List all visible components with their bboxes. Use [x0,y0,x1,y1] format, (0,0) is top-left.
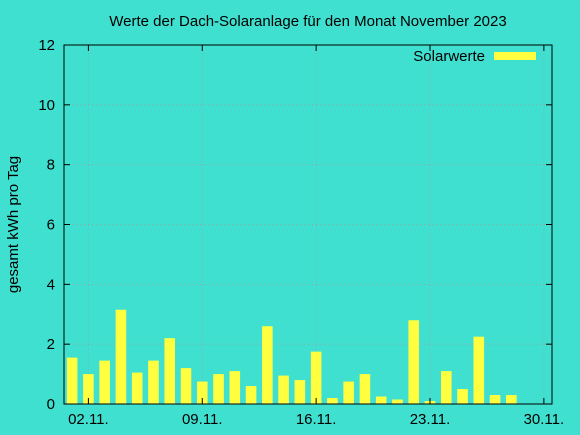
bar [506,395,517,404]
y-tick-label: 8 [47,157,55,174]
bar [392,399,403,404]
grid [64,45,552,404]
legend: Solarwerte [413,48,536,65]
x-tick-label: 09.11. [182,411,223,428]
bar [229,371,241,404]
legend-label: Solarwerte [413,48,485,65]
bar [131,372,143,404]
bar [310,351,322,404]
bar [473,336,485,404]
bar [213,374,224,404]
x-tick-label: 16.11. [296,411,337,428]
x-axis-ticks: 02.11. 09.11. 16.11. 23.11. 30.11. [68,45,564,428]
y-axis-ticks: 0 2 4 6 8 10 12 [38,37,552,413]
bar [457,389,468,404]
y-axis-label: gesamt kWh pro Tag [5,156,22,293]
bar [262,326,273,404]
bar [408,320,420,404]
bar [115,309,127,404]
y-tick-label: 2 [47,336,55,353]
x-tick-label: 30.11. [524,411,565,428]
y-tick-label: 0 [47,396,55,413]
x-tick-label: 23.11. [410,411,451,428]
bar [440,371,452,404]
bar [375,396,387,404]
y-tick-label: 10 [38,97,55,114]
bar [327,398,338,404]
bar [180,368,192,404]
chart-title: Werte der Dach-Solaranlage für den Monat… [109,13,506,30]
x-tick-label: 02.11. [68,411,109,428]
y-tick-label: 12 [38,37,55,54]
bar [359,374,371,404]
bar [66,357,78,404]
bar [99,360,110,404]
bar [489,395,501,404]
bar [245,386,257,404]
bar [294,380,306,404]
bar [196,381,208,404]
bar [83,374,94,404]
bar [343,381,354,404]
y-tick-label: 6 [47,217,55,234]
y-tick-label: 4 [47,276,55,293]
bars [66,309,517,404]
bar [164,338,176,404]
legend-swatch [494,52,536,60]
bar [148,360,159,404]
bar [278,375,289,404]
